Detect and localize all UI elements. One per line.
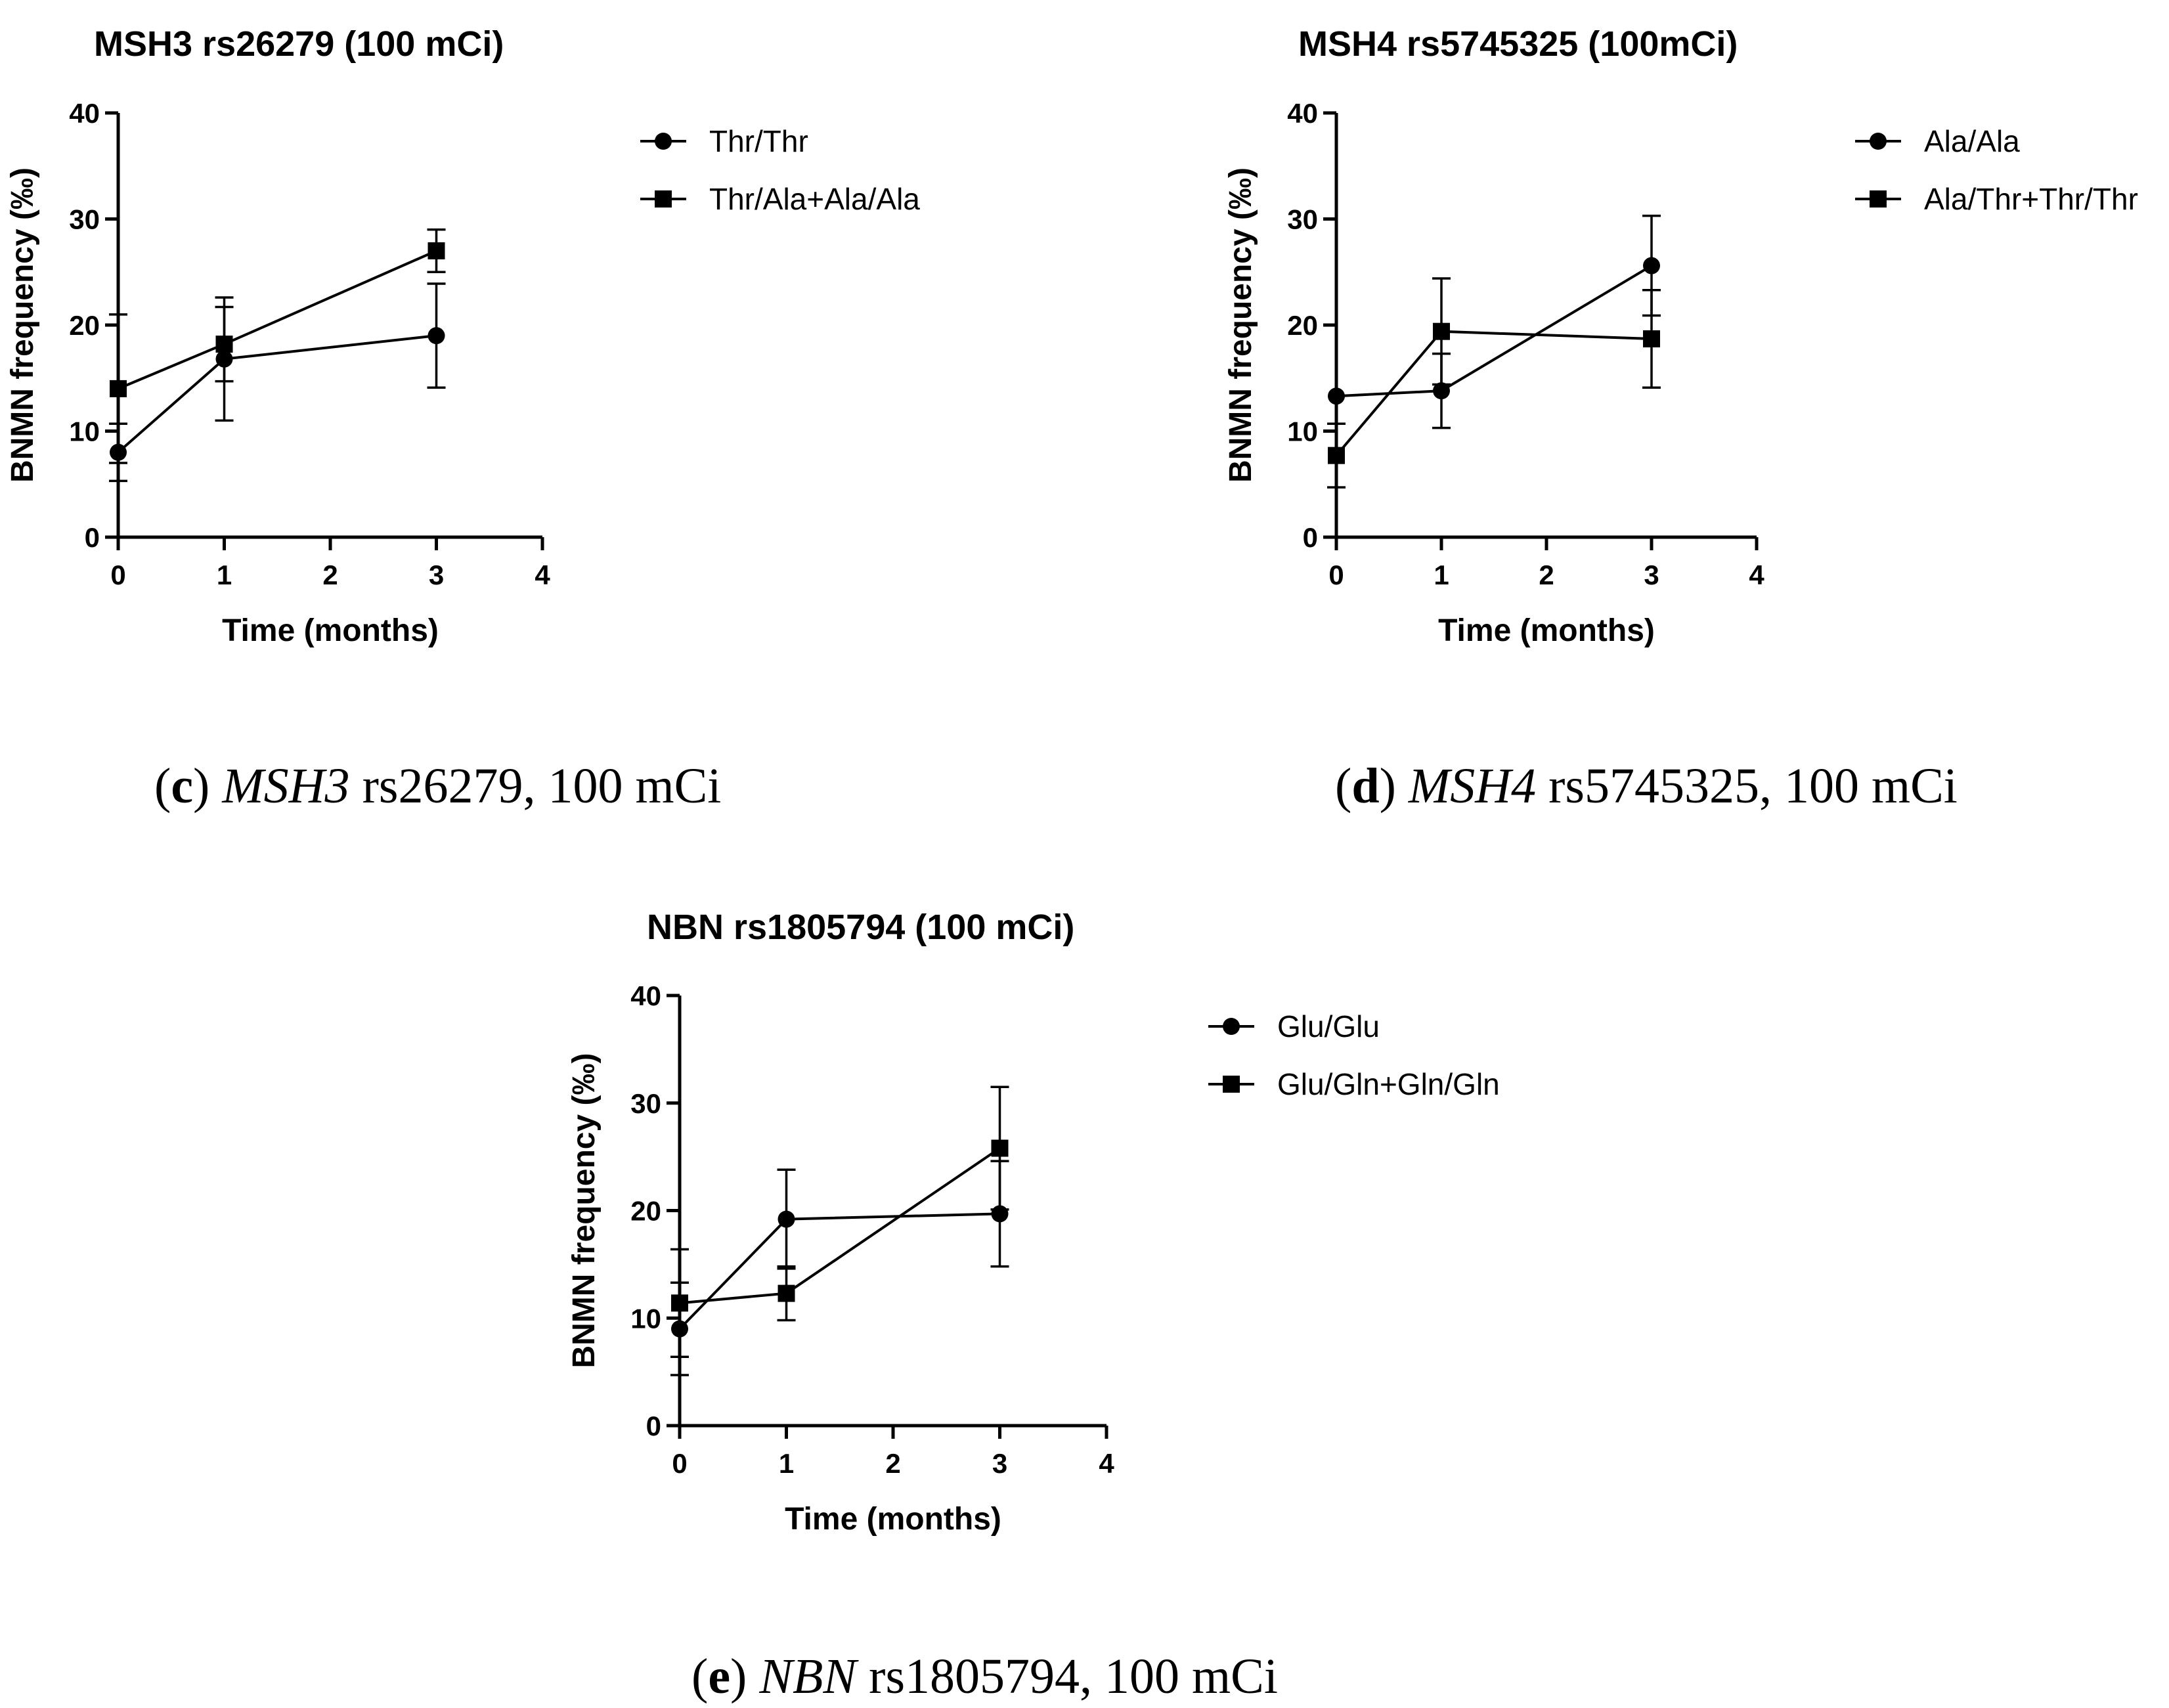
caption-gene: NBN <box>758 1649 859 1704</box>
series-square <box>670 1085 1009 1358</box>
x-tick-label: 2 <box>885 1448 900 1479</box>
data-point <box>1643 257 1660 274</box>
data-point <box>427 327 445 345</box>
y-axis-label: BNMN frequency (‰) <box>5 167 40 483</box>
x-tick-label: 3 <box>429 559 444 590</box>
data-point <box>427 242 445 259</box>
x-tick-label: 1 <box>217 559 232 590</box>
data-point <box>778 1284 795 1302</box>
data-point <box>1643 330 1660 347</box>
x-tick-label: 4 <box>1749 559 1764 590</box>
legend-marker <box>1870 133 1887 150</box>
caption-gene: MSH4 <box>1408 758 1536 814</box>
y-tick-label: 30 <box>1287 204 1318 235</box>
data-point <box>1433 322 1450 340</box>
caption-rest: rs1805794, 100 mCi <box>856 1649 1278 1704</box>
panel-caption: (d) MSH4 rs5745325, 100 mCi <box>1335 758 1958 814</box>
caption-rest: rs26279, 100 mCi <box>350 758 722 814</box>
y-tick-label: 10 <box>630 1303 661 1334</box>
x-tick-label: 3 <box>992 1448 1007 1479</box>
y-axis-label: BNMN frequency (‰) <box>567 1053 602 1368</box>
caption-gene: MSH3 <box>221 758 349 814</box>
y-tick-label: 30 <box>69 204 100 235</box>
y-tick-label: 30 <box>630 1088 661 1119</box>
y-tick-label: 20 <box>1287 310 1318 341</box>
x-axis-label: Time (months) <box>785 1502 1001 1537</box>
data-point <box>671 1294 688 1312</box>
legend-marker <box>655 190 672 208</box>
x-tick-label: 0 <box>110 559 125 590</box>
caption-paren-close: ) <box>1380 758 1409 814</box>
x-tick-label: 2 <box>322 559 338 590</box>
legend-label: Ala/Thr+Thr/Thr <box>1924 182 2138 216</box>
x-axis-label: Time (months) <box>222 613 439 648</box>
series-line <box>117 334 437 454</box>
series-line <box>678 1212 1000 1330</box>
caption-letter: d <box>1351 758 1379 814</box>
caption-letter: e <box>708 1649 730 1704</box>
chart-panel-c: MSH3 rs26279 (100 mCi) 0 10 20 30 40 0 1 2 3 4 Time… <box>5 24 920 814</box>
y-tick-label: 10 <box>1287 416 1318 447</box>
y-tick-label: 10 <box>69 416 100 447</box>
legend-marker <box>1223 1018 1240 1035</box>
chart-panel-d: MSH4 rs5745325 (100mCi) 0 10 20 30 40 0 1 2 3 4 Tim… <box>1223 24 2138 814</box>
series-square <box>1327 277 1661 489</box>
caption-letter: c <box>171 758 193 814</box>
series-line <box>1336 264 1653 398</box>
data-point <box>215 336 233 353</box>
data-point <box>991 1139 1009 1157</box>
panel-caption: (c) MSH3 rs26279, 100 mCi <box>154 758 721 814</box>
x-tick-label: 0 <box>1328 559 1344 590</box>
x-tick-label: 4 <box>1099 1448 1114 1479</box>
y-tick-label: 0 <box>1303 522 1318 553</box>
caption-paren-close: ) <box>193 758 222 814</box>
legend-label: Ala/Ala <box>1924 124 2020 158</box>
y-tick-label: 20 <box>69 310 100 341</box>
chart-panel-e: NBN rs1805794 (100 mCi) 0 10 20 30 40 0 1 2 3 4 Tim… <box>567 908 1500 1704</box>
legend-marker <box>1870 190 1887 208</box>
y-tick-label: 20 <box>630 1196 661 1227</box>
y-tick-label: 0 <box>646 1411 661 1441</box>
chart-title: MSH4 rs5745325 (100mCi) <box>1298 24 1738 64</box>
y-tick-label: 40 <box>630 980 661 1011</box>
x-axis-label: Time (months) <box>1438 613 1655 648</box>
x-tick-label: 0 <box>672 1448 687 1479</box>
legend-label: Glu/Glu <box>1277 1009 1380 1043</box>
y-tick-label: 40 <box>69 98 100 129</box>
y-tick-label: 0 <box>85 522 100 553</box>
chart-title: NBN rs1805794 (100 mCi) <box>647 908 1074 947</box>
caption-paren-close: ) <box>730 1649 759 1704</box>
x-tick-label: 4 <box>535 559 550 590</box>
data-point <box>1433 382 1450 400</box>
x-tick-label: 3 <box>1644 559 1659 590</box>
data-point <box>1328 447 1345 464</box>
legend-label: Thr/Ala+Ala/Ala <box>709 182 920 216</box>
x-tick-label: 1 <box>1434 559 1449 590</box>
x-tick-label: 2 <box>1539 559 1554 590</box>
legend-marker <box>1223 1076 1240 1093</box>
legend-label: Thr/Thr <box>709 124 808 158</box>
panel-caption: (e) NBN rs1805794, 100 mCi <box>691 1649 1278 1704</box>
caption-paren-open: ( <box>1335 758 1351 814</box>
data-point <box>778 1210 795 1228</box>
legend-marker <box>655 133 672 150</box>
data-point <box>110 380 127 397</box>
series-square <box>109 228 446 464</box>
caption-paren-open: ( <box>691 1649 708 1704</box>
x-tick-label: 1 <box>779 1448 794 1479</box>
data-point <box>1328 387 1345 405</box>
series-circle <box>109 282 446 483</box>
series-circle <box>670 1160 1009 1376</box>
series-line <box>118 250 437 390</box>
caption-paren-open: ( <box>154 758 171 814</box>
y-tick-label: 40 <box>1287 98 1318 129</box>
chart-title: MSH3 rs26279 (100 mCi) <box>94 24 504 64</box>
y-axis-label: BNMN frequency (‰) <box>1223 167 1258 483</box>
legend-label: Glu/Gln+Gln/Gln <box>1277 1067 1500 1101</box>
caption-rest: rs5745325, 100 mCi <box>1536 758 1958 814</box>
series-circle <box>1328 214 1661 429</box>
